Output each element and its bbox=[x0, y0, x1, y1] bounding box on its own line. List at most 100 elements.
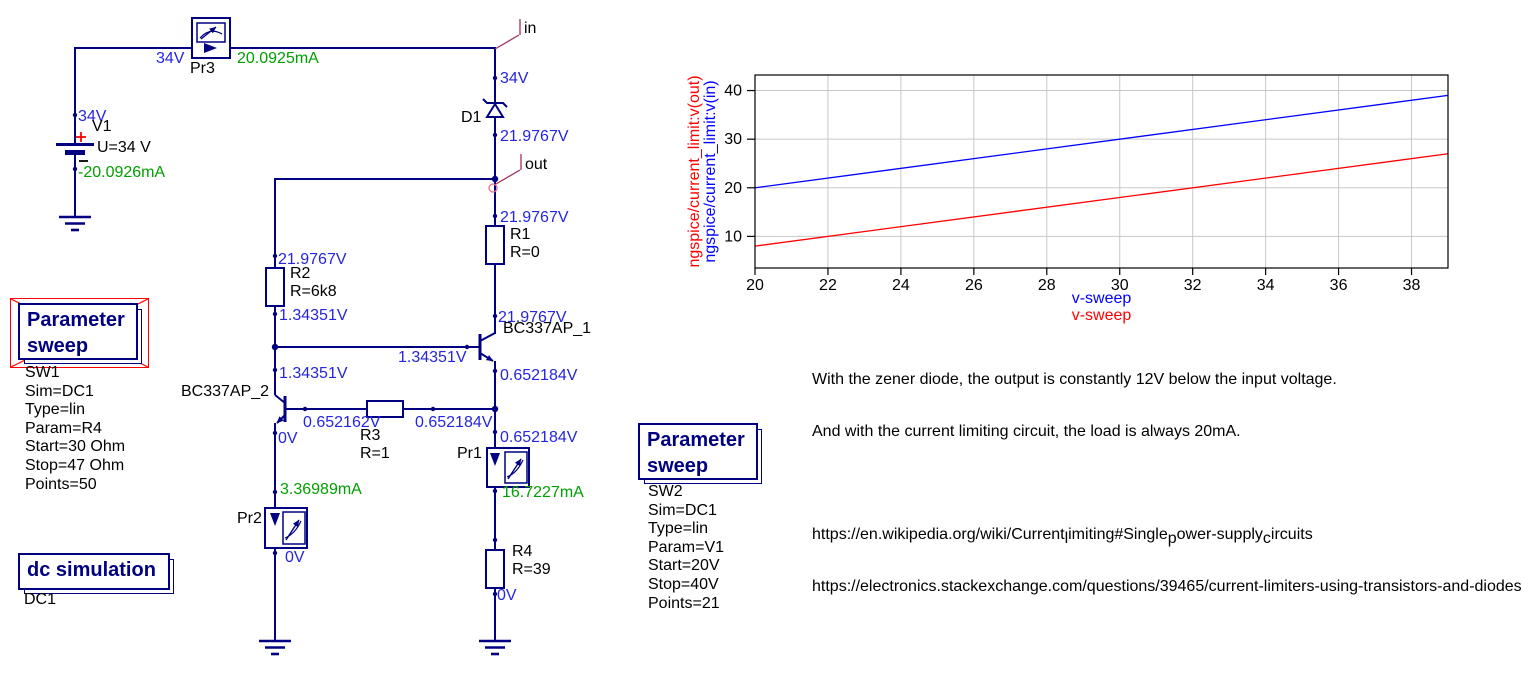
x-axis-label: v-sweep bbox=[1072, 307, 1132, 324]
resistor-R3[interactable] bbox=[366, 400, 404, 418]
component-name[interactable]: D1 bbox=[461, 109, 482, 126]
current-arrow-icon bbox=[204, 43, 217, 53]
component-value[interactable]: U=34 V bbox=[97, 139, 151, 156]
plus-mark bbox=[76, 132, 86, 142]
param-sweep-sw2-properties[interactable]: SW2 Sim=DC1 Type=lin Param=V1 Start=20V Stop=… bbox=[648, 483, 724, 613]
property-line[interactable]: Param=V1 bbox=[648, 538, 725, 556]
property-line[interactable]: Sim=DC1 bbox=[25, 382, 94, 400]
node-voltage: 0V bbox=[278, 430, 298, 447]
node-current: 20.0925mA bbox=[237, 50, 319, 67]
x-tick-label: 20 bbox=[746, 277, 764, 294]
node-dots bbox=[72, 75, 499, 597]
node-voltage: 34V bbox=[156, 50, 185, 67]
property-line[interactable]: Type=lin bbox=[25, 401, 86, 419]
property-line[interactable]: Sim=DC1 bbox=[648, 501, 717, 519]
param-sweep-sw1-box[interactable]: Parameter sweep bbox=[18, 303, 138, 360]
component-value[interactable]: R=39 bbox=[512, 561, 551, 578]
node-voltage: 0V bbox=[497, 587, 517, 604]
zener-diode-D1[interactable] bbox=[482, 98, 508, 118]
ammeter-Pr2[interactable] bbox=[264, 507, 308, 549]
sim-box-title: Parameter bbox=[647, 429, 745, 451]
x-tick-label: 36 bbox=[1330, 277, 1348, 294]
node-voltage: 0.652184V bbox=[500, 367, 578, 384]
property-line[interactable]: Stop=47 Ohm bbox=[25, 456, 125, 474]
node-voltage: 1.34351V bbox=[398, 349, 467, 366]
node-voltage: 0.652162V bbox=[303, 414, 381, 431]
node-voltage: 0.652184V bbox=[415, 414, 493, 431]
net-label[interactable]: out bbox=[525, 156, 548, 173]
net-label[interactable]: in bbox=[524, 20, 536, 37]
node-voltage: 21.9767V bbox=[278, 251, 347, 268]
ammeter-Pr1[interactable] bbox=[486, 447, 530, 488]
node-voltage: 1.34351V bbox=[279, 307, 348, 324]
property-line[interactable]: Start=20V bbox=[648, 557, 720, 575]
ammeter-icon bbox=[504, 451, 528, 484]
annotation-url-stackexchange: https://electronics.stackexchange.com/qu… bbox=[812, 577, 1522, 595]
voltage-source-V1[interactable] bbox=[56, 132, 94, 162]
ammeter-Pr3[interactable] bbox=[191, 17, 231, 59]
current-arrow-icon bbox=[490, 453, 500, 466]
property-line[interactable]: SW1 bbox=[25, 364, 60, 381]
x-tick-label: 28 bbox=[1038, 277, 1056, 294]
node-current: 3.36989mA bbox=[280, 481, 362, 498]
property-line[interactable]: SW2 bbox=[648, 483, 683, 500]
annotation-line: And with the current limiting circuit, t… bbox=[812, 423, 1241, 441]
y-tick-label: 10 bbox=[724, 228, 742, 245]
param-sweep-sw2-box[interactable]: Parameter sweep bbox=[638, 423, 758, 480]
component-value[interactable]: R=1 bbox=[360, 445, 390, 462]
component-name[interactable]: R1 bbox=[510, 226, 531, 243]
current-arrow-icon bbox=[270, 513, 280, 526]
component-name[interactable]: Pr2 bbox=[237, 510, 262, 527]
node-current: 16.7227mA bbox=[502, 484, 584, 501]
node-voltage: 21.9767V bbox=[498, 309, 567, 326]
npn-transistor-BC337AP_1[interactable] bbox=[478, 332, 496, 362]
node-voltage: 34V bbox=[78, 108, 107, 125]
x-tick-label: 32 bbox=[1184, 277, 1202, 294]
plot-diagram[interactable]: 20 22 24 26 28 30 32 34 36 38 10 20 30 40 ngspice/curr… bbox=[686, 74, 1449, 324]
resistor-R4[interactable] bbox=[485, 549, 505, 589]
annotation-line: With the zener diode, the output is cons… bbox=[812, 371, 1337, 389]
property-line[interactable]: DC1 bbox=[24, 591, 57, 608]
component-name[interactable]: Pr1 bbox=[457, 445, 482, 462]
component-name[interactable]: Pr3 bbox=[190, 60, 215, 77]
x-tick-label: 38 bbox=[1403, 277, 1421, 294]
resistor-R2[interactable] bbox=[265, 267, 285, 307]
dc-simulation-properties[interactable]: DC1 bbox=[24, 591, 56, 610]
y-tick-label: 40 bbox=[724, 83, 742, 100]
property-line[interactable]: Type=lin bbox=[648, 520, 709, 538]
series-ngspice/current_limit:v(in) bbox=[754, 94, 1449, 189]
component-name[interactable]: BC337AP_2 bbox=[181, 383, 269, 400]
component-name[interactable]: V1 bbox=[92, 118, 112, 135]
component-name[interactable]: R4 bbox=[512, 543, 533, 560]
x-tick-label: 26 bbox=[965, 277, 983, 294]
x-tick-label: 24 bbox=[892, 277, 910, 294]
schematic-labels: 34V V1 U=34 V -20.0926mA 34V 20.0925mA P… bbox=[78, 20, 591, 604]
resistor-R1[interactable] bbox=[485, 225, 505, 265]
component-value[interactable]: R=6k8 bbox=[290, 283, 337, 300]
property-line[interactable]: Stop=40V bbox=[648, 575, 719, 593]
y-tick-label: 30 bbox=[724, 131, 742, 148]
component-name[interactable]: BC337AP_1 bbox=[503, 320, 591, 337]
dc-simulation-box[interactable]: dc simulation bbox=[18, 553, 170, 590]
x-axis-label: v-sweep bbox=[1072, 290, 1132, 307]
node-label-out[interactable] bbox=[488, 154, 522, 193]
node-voltage: 0.652184V bbox=[500, 429, 578, 446]
node-label-in[interactable] bbox=[494, 19, 521, 50]
node-voltage: 1.34351V bbox=[279, 365, 348, 382]
component-name[interactable]: R3 bbox=[360, 427, 381, 444]
annotation-text[interactable]: With the zener diode, the output is cons… bbox=[812, 337, 1522, 629]
property-line[interactable]: Param=R4 bbox=[25, 419, 102, 437]
property-line[interactable]: Start=30 Ohm bbox=[25, 438, 126, 456]
npn-transistor-BC337AP_2[interactable] bbox=[274, 394, 287, 424]
component-value[interactable]: R=0 bbox=[510, 244, 540, 261]
ground-symbol[interactable] bbox=[59, 215, 511, 656]
ammeter-icon bbox=[282, 511, 306, 545]
x-tick-label: 22 bbox=[819, 277, 837, 294]
node-voltage: 21.9767V bbox=[500, 209, 569, 226]
property-line[interactable]: Points=21 bbox=[648, 594, 720, 612]
component-name[interactable]: R2 bbox=[290, 265, 311, 282]
property-line[interactable]: Points=50 bbox=[25, 475, 97, 493]
series-ngspice/current_limit:v(out) bbox=[754, 153, 1449, 247]
param-sweep-sw1-properties[interactable]: SW1 Sim=DC1 Type=lin Param=R4 Start=30 Ohm St… bbox=[25, 364, 125, 494]
